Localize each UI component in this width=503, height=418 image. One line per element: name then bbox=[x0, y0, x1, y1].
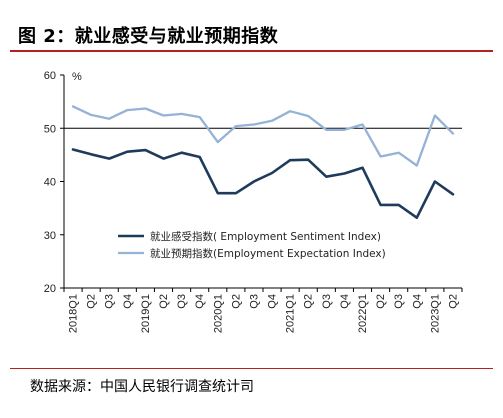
figure-title: 图 2：就业感受与就业预期指数 bbox=[18, 26, 279, 47]
x-tick-label: Q2 bbox=[303, 294, 315, 309]
y-tick-label: 20 bbox=[44, 283, 56, 295]
x-tick-label: 2022Q1 bbox=[357, 294, 369, 333]
x-tick-label: Q3 bbox=[393, 294, 405, 309]
series-line-1 bbox=[71, 105, 455, 167]
y-tick-label: 50 bbox=[44, 123, 56, 135]
x-tick-label: 2020Q1 bbox=[212, 294, 224, 333]
chart-axes: 20 30 40 50 60 % 2018Q1 Q2 Q3 Q4 2019Q1 Q2 Q3 Q4 2020Q… bbox=[44, 70, 463, 333]
x-tick-label: Q3 bbox=[176, 294, 188, 309]
x-tick-label: 2018Q1 bbox=[68, 294, 80, 333]
source-note: 数据来源：中国人民银行调查统计司 bbox=[30, 379, 254, 395]
x-tick-label: Q4 bbox=[339, 294, 351, 309]
x-tick-label: Q4 bbox=[122, 294, 134, 309]
y-tick-label: 40 bbox=[44, 177, 56, 189]
x-tick-label: Q3 bbox=[104, 294, 116, 309]
x-tick-label: Q2 bbox=[375, 294, 387, 309]
x-tick-label: Q2 bbox=[230, 294, 242, 309]
legend-label-1: 就业预期指数(Employment Expectation Index) bbox=[150, 247, 386, 260]
chart-series bbox=[71, 105, 455, 219]
series-line-0 bbox=[71, 148, 455, 219]
chart-legend: 就业感受指数( Employment Sentiment Index) 就业预期指… bbox=[118, 230, 386, 260]
legend-label-0: 就业感受指数( Employment Sentiment Index) bbox=[150, 230, 381, 243]
x-tick-label: Q2 bbox=[158, 294, 170, 309]
x-tick-label: Q3 bbox=[248, 294, 260, 309]
x-tick-label: Q4 bbox=[267, 294, 279, 309]
source-divider bbox=[10, 368, 493, 369]
title-underline bbox=[10, 50, 493, 52]
x-tick-label: 2021Q1 bbox=[285, 294, 297, 333]
x-tick-label: Q4 bbox=[194, 294, 206, 309]
x-tick-label: Q2 bbox=[447, 294, 459, 309]
y-tick-label: 30 bbox=[44, 230, 56, 242]
x-tick-label: Q3 bbox=[321, 294, 333, 309]
x-tick-label: Q2 bbox=[86, 294, 98, 309]
x-tick-label: 2019Q1 bbox=[140, 294, 152, 333]
y-axis-unit: % bbox=[72, 71, 82, 83]
x-tick-label: 2023Q1 bbox=[429, 294, 441, 333]
x-tick-label: Q4 bbox=[411, 294, 423, 309]
y-tick-label: 60 bbox=[44, 70, 56, 82]
